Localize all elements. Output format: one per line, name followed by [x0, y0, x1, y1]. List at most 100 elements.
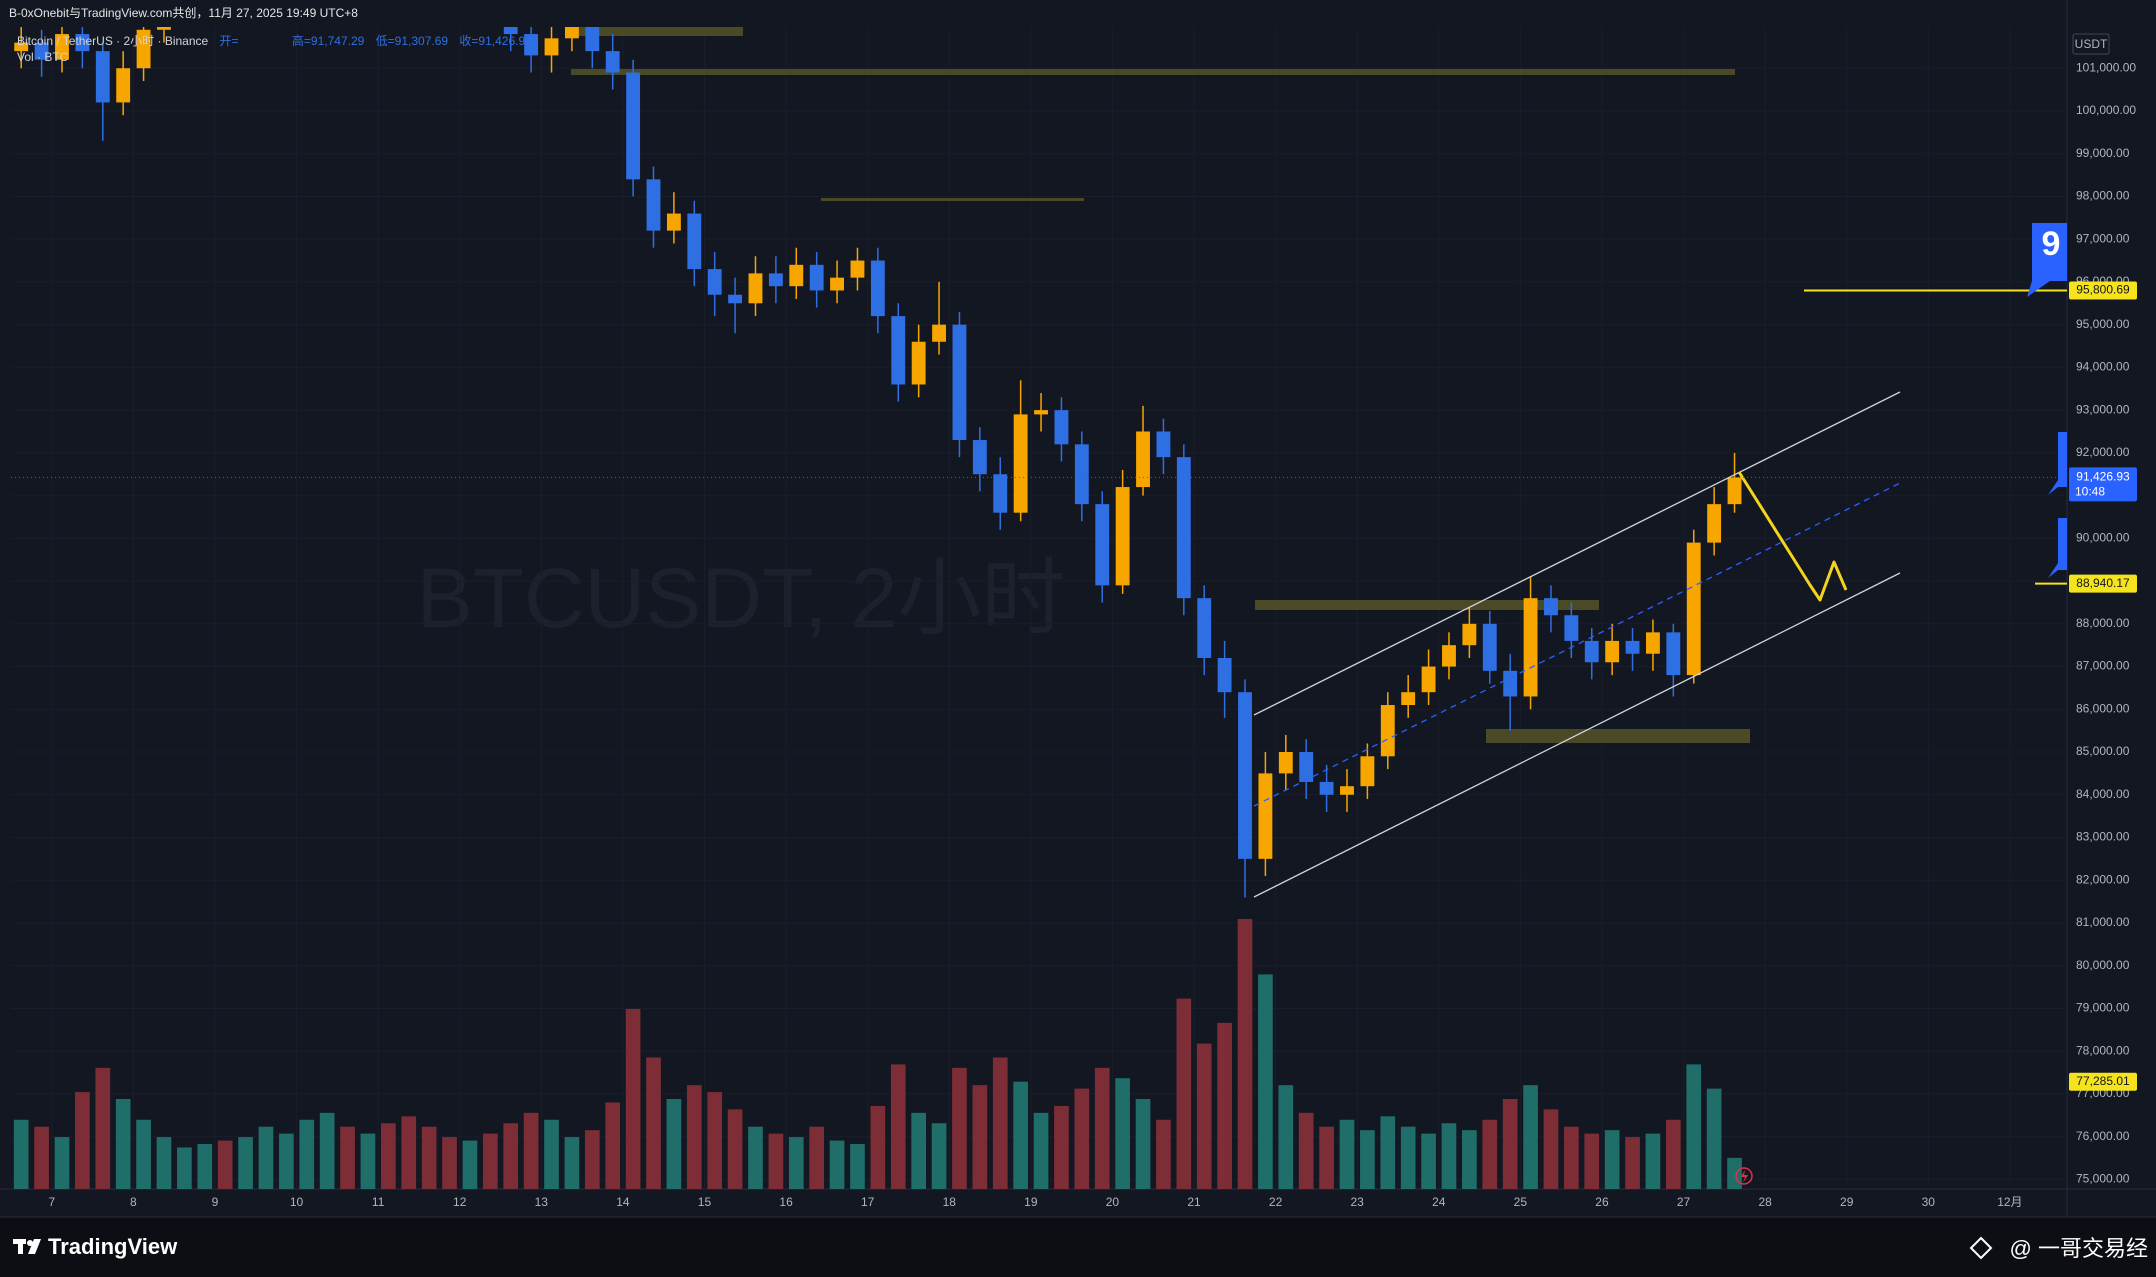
axis-unit: USDT	[2075, 37, 2108, 51]
volume-bar	[1135, 1099, 1151, 1189]
candle-body	[75, 34, 90, 52]
candles	[14, 27, 1742, 898]
volume-bar	[625, 1009, 641, 1189]
zone	[821, 198, 1084, 201]
volume-bar	[911, 1112, 927, 1189]
y-tick-label: 76,000.00	[2076, 1129, 2130, 1143]
channel-lower	[1253, 572, 1901, 898]
volume-bar	[1013, 1081, 1028, 1189]
candle-body	[1095, 504, 1110, 586]
candle-body	[1217, 658, 1232, 693]
volume-bar	[605, 1102, 621, 1189]
volume-bar	[727, 1109, 743, 1189]
candle-body	[1054, 410, 1069, 445]
channel-upper	[1253, 391, 1901, 716]
volume-bar	[1360, 1130, 1375, 1189]
volume-bar	[217, 1140, 233, 1189]
watermark: BTCUSDT, 2小时	[417, 551, 1066, 645]
y-tick-label: 75,000.00	[2076, 1172, 2130, 1186]
volume-bar	[686, 1085, 702, 1189]
volume-bar	[1400, 1126, 1416, 1189]
legend-open: 开=	[220, 34, 239, 48]
candle-body	[136, 29, 151, 69]
legend-low: 低=91,307.69	[376, 34, 449, 48]
volume-bar	[319, 1112, 335, 1189]
candle-body	[972, 440, 987, 475]
candle-body	[1074, 444, 1089, 505]
x-tick-label: 12	[453, 1195, 467, 1209]
footer-author: @ 一哥交易经	[2010, 1236, 2148, 1261]
y-tick-label: 97,000.00	[2076, 231, 2130, 245]
candle-body	[1564, 615, 1579, 641]
alert-tab	[2048, 432, 2067, 495]
legend-high: 高=91,747.29	[292, 33, 365, 48]
volume-bar	[1543, 1109, 1559, 1189]
volume-bar	[1156, 1119, 1171, 1189]
volume-bar	[829, 1140, 845, 1189]
candle-body	[95, 51, 110, 103]
volume-bar	[1482, 1119, 1498, 1189]
candle-body	[1176, 457, 1191, 599]
header-text: B-0xOnebit与TradingView.com共创，11月 27, 202…	[9, 6, 358, 20]
candle-body	[993, 474, 1008, 513]
candle-body	[1197, 598, 1212, 659]
y-tick-label: 93,000.00	[2076, 402, 2130, 416]
x-tick-label: 14	[616, 1195, 630, 1209]
candle-body	[728, 294, 743, 304]
y-tick-label: 94,000.00	[2076, 360, 2130, 374]
volume	[13, 919, 1742, 1189]
candle-body	[1380, 705, 1395, 757]
volume-bar	[1645, 1133, 1661, 1189]
y-tick-label: 98,000.00	[2076, 189, 2130, 203]
volume-bar	[1258, 974, 1273, 1189]
candle-body	[544, 38, 559, 56]
candle-body	[1482, 623, 1497, 671]
volume-bar	[1033, 1112, 1049, 1189]
candle-body	[1462, 623, 1477, 646]
y-tick-label: 101,000.00	[2076, 60, 2136, 74]
last-price-label: 91,426.93	[2076, 470, 2130, 484]
candle-body	[1340, 786, 1354, 795]
volume-bar	[972, 1085, 988, 1189]
volume-bar	[768, 1133, 784, 1189]
price-label: 88,940.17	[2076, 576, 2130, 590]
volume-bar	[1339, 1119, 1355, 1189]
volume-bar	[1584, 1133, 1600, 1189]
volume-bar	[1686, 1064, 1702, 1189]
y-tick-label: 80,000.00	[2076, 958, 2130, 972]
axis-unit-box	[2072, 33, 2110, 55]
y-tick-label: 99,000.00	[2076, 146, 2130, 160]
volume-bar	[115, 1099, 131, 1189]
candle-body	[768, 273, 783, 287]
x-tick-label: 20	[1106, 1195, 1120, 1209]
event-icon-bolt	[1741, 1170, 1748, 1183]
volume-bar	[156, 1137, 172, 1189]
volume-bar	[1319, 1126, 1334, 1189]
candle-body	[1299, 752, 1314, 782]
volume-bar	[197, 1144, 213, 1189]
price-label-box	[2069, 574, 2137, 593]
candle-body	[1584, 640, 1599, 663]
x-tick-label: 21	[1187, 1195, 1201, 1209]
y-tick-label: 78,000.00	[2076, 1043, 2130, 1057]
candle-body	[748, 273, 763, 304]
volume-bar	[564, 1137, 580, 1189]
volume-bar	[748, 1126, 763, 1189]
price-label-box	[2069, 1072, 2137, 1091]
volume-bar	[1094, 1067, 1110, 1189]
volume-bar	[95, 1067, 111, 1189]
candle-body	[870, 260, 885, 317]
x-tick-label: 8	[130, 1195, 137, 1209]
candle-body	[789, 264, 804, 287]
y-tick-label: 81,000.00	[2076, 915, 2130, 929]
x-tick-label: 18	[943, 1195, 957, 1209]
candle-body	[1605, 640, 1620, 663]
candle-body	[646, 179, 661, 231]
candle-body	[1401, 692, 1416, 706]
candle-body	[1360, 756, 1375, 787]
candle-body	[1625, 640, 1640, 654]
legend-symbol: Bitcoin / TetherUS · 2小时 · Binance	[17, 34, 209, 48]
x-tick-label: 17	[861, 1195, 875, 1209]
candle-body	[830, 277, 845, 291]
